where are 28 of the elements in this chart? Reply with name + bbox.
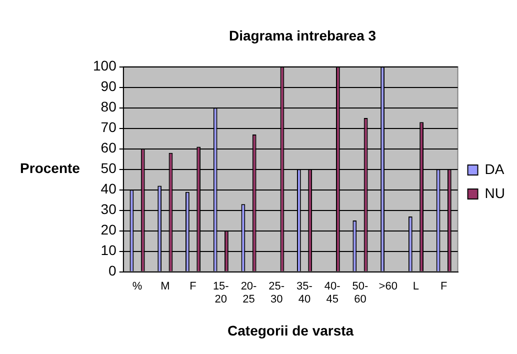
x-tick-label: 35-40: [296, 280, 313, 306]
x-tick-label: >60: [378, 280, 398, 292]
x-tick-label: F: [440, 280, 448, 292]
y-tick-label: 0: [108, 262, 117, 279]
x-tick-label: 15-20: [212, 280, 230, 306]
chart-title: Diagrama intrebarea 3: [228, 27, 376, 44]
x-tick-label: 20-25: [240, 280, 258, 306]
y-tick-label: 40: [100, 180, 117, 197]
y-tick-label: 70: [100, 119, 117, 136]
x-tick-label: 40-45: [324, 280, 341, 306]
x-tick-label: F: [190, 280, 197, 292]
y-tick-label: 100: [93, 58, 117, 74]
y-tick-label: 80: [100, 98, 117, 115]
y-tick-label: 20: [100, 222, 117, 238]
x-axis-title: Categorii de varsta: [228, 322, 354, 338]
x-tick-label: 50-60: [352, 280, 369, 306]
x-tick-label: M: [160, 280, 170, 292]
y-tick-label: 60: [100, 140, 117, 156]
x-tick-label: 25-30: [268, 280, 285, 306]
y-tick-label: 10: [100, 242, 117, 258]
legend-label: NU: [484, 184, 506, 201]
y-axis-title: Procente: [20, 160, 80, 176]
y-tick-label: 90: [100, 78, 117, 94]
legend-label: DA: [484, 160, 505, 177]
x-tick-label: %: [132, 280, 142, 292]
y-tick-label: 30: [100, 201, 117, 218]
y-tick-label: 50: [100, 160, 117, 176]
x-tick-label: L: [412, 280, 420, 292]
